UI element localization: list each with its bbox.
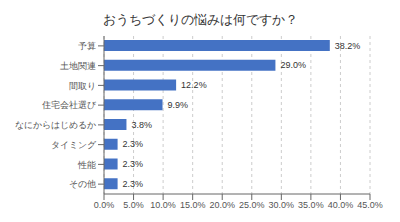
svg-text:25.0%: 25.0% — [239, 200, 265, 210]
svg-text:3.8%: 3.8% — [131, 120, 152, 130]
svg-text:住宅会社選び: 住宅会社選び — [42, 100, 97, 110]
svg-text:間取り: 間取り — [69, 81, 96, 91]
svg-text:5.0%: 5.0% — [123, 200, 144, 210]
svg-text:なにからはじめるか: なにからはじめるか — [15, 120, 96, 130]
svg-text:予算: 予算 — [78, 41, 96, 51]
svg-text:性能: 性能 — [77, 160, 96, 170]
svg-text:29.0%: 29.0% — [280, 60, 306, 70]
svg-text:20.0%: 20.0% — [209, 200, 235, 210]
svg-text:0.0%: 0.0% — [94, 200, 115, 210]
svg-text:15.0%: 15.0% — [180, 200, 206, 210]
svg-text:10.0%: 10.0% — [150, 200, 176, 210]
svg-text:30.0%: 30.0% — [269, 200, 295, 210]
svg-text:2.3%: 2.3% — [123, 179, 144, 189]
svg-text:その他: その他 — [69, 179, 96, 189]
svg-text:タイミング: タイミング — [51, 140, 97, 150]
svg-text:35.0%: 35.0% — [298, 200, 324, 210]
svg-text:38.2%: 38.2% — [335, 41, 361, 51]
svg-text:2.3%: 2.3% — [123, 159, 144, 169]
svg-text:2.3%: 2.3% — [123, 139, 144, 149]
svg-text:土地関連: 土地関連 — [60, 61, 96, 71]
svg-text:12.2%: 12.2% — [181, 80, 207, 90]
svg-text:45.0%: 45.0% — [357, 200, 383, 210]
html-text:おうちづくりの悩みは何ですか？: おうちづくりの悩みは何ですか？ — [102, 12, 298, 27]
svg-text:40.0%: 40.0% — [328, 200, 354, 210]
svg-text:9.9%: 9.9% — [168, 100, 189, 110]
